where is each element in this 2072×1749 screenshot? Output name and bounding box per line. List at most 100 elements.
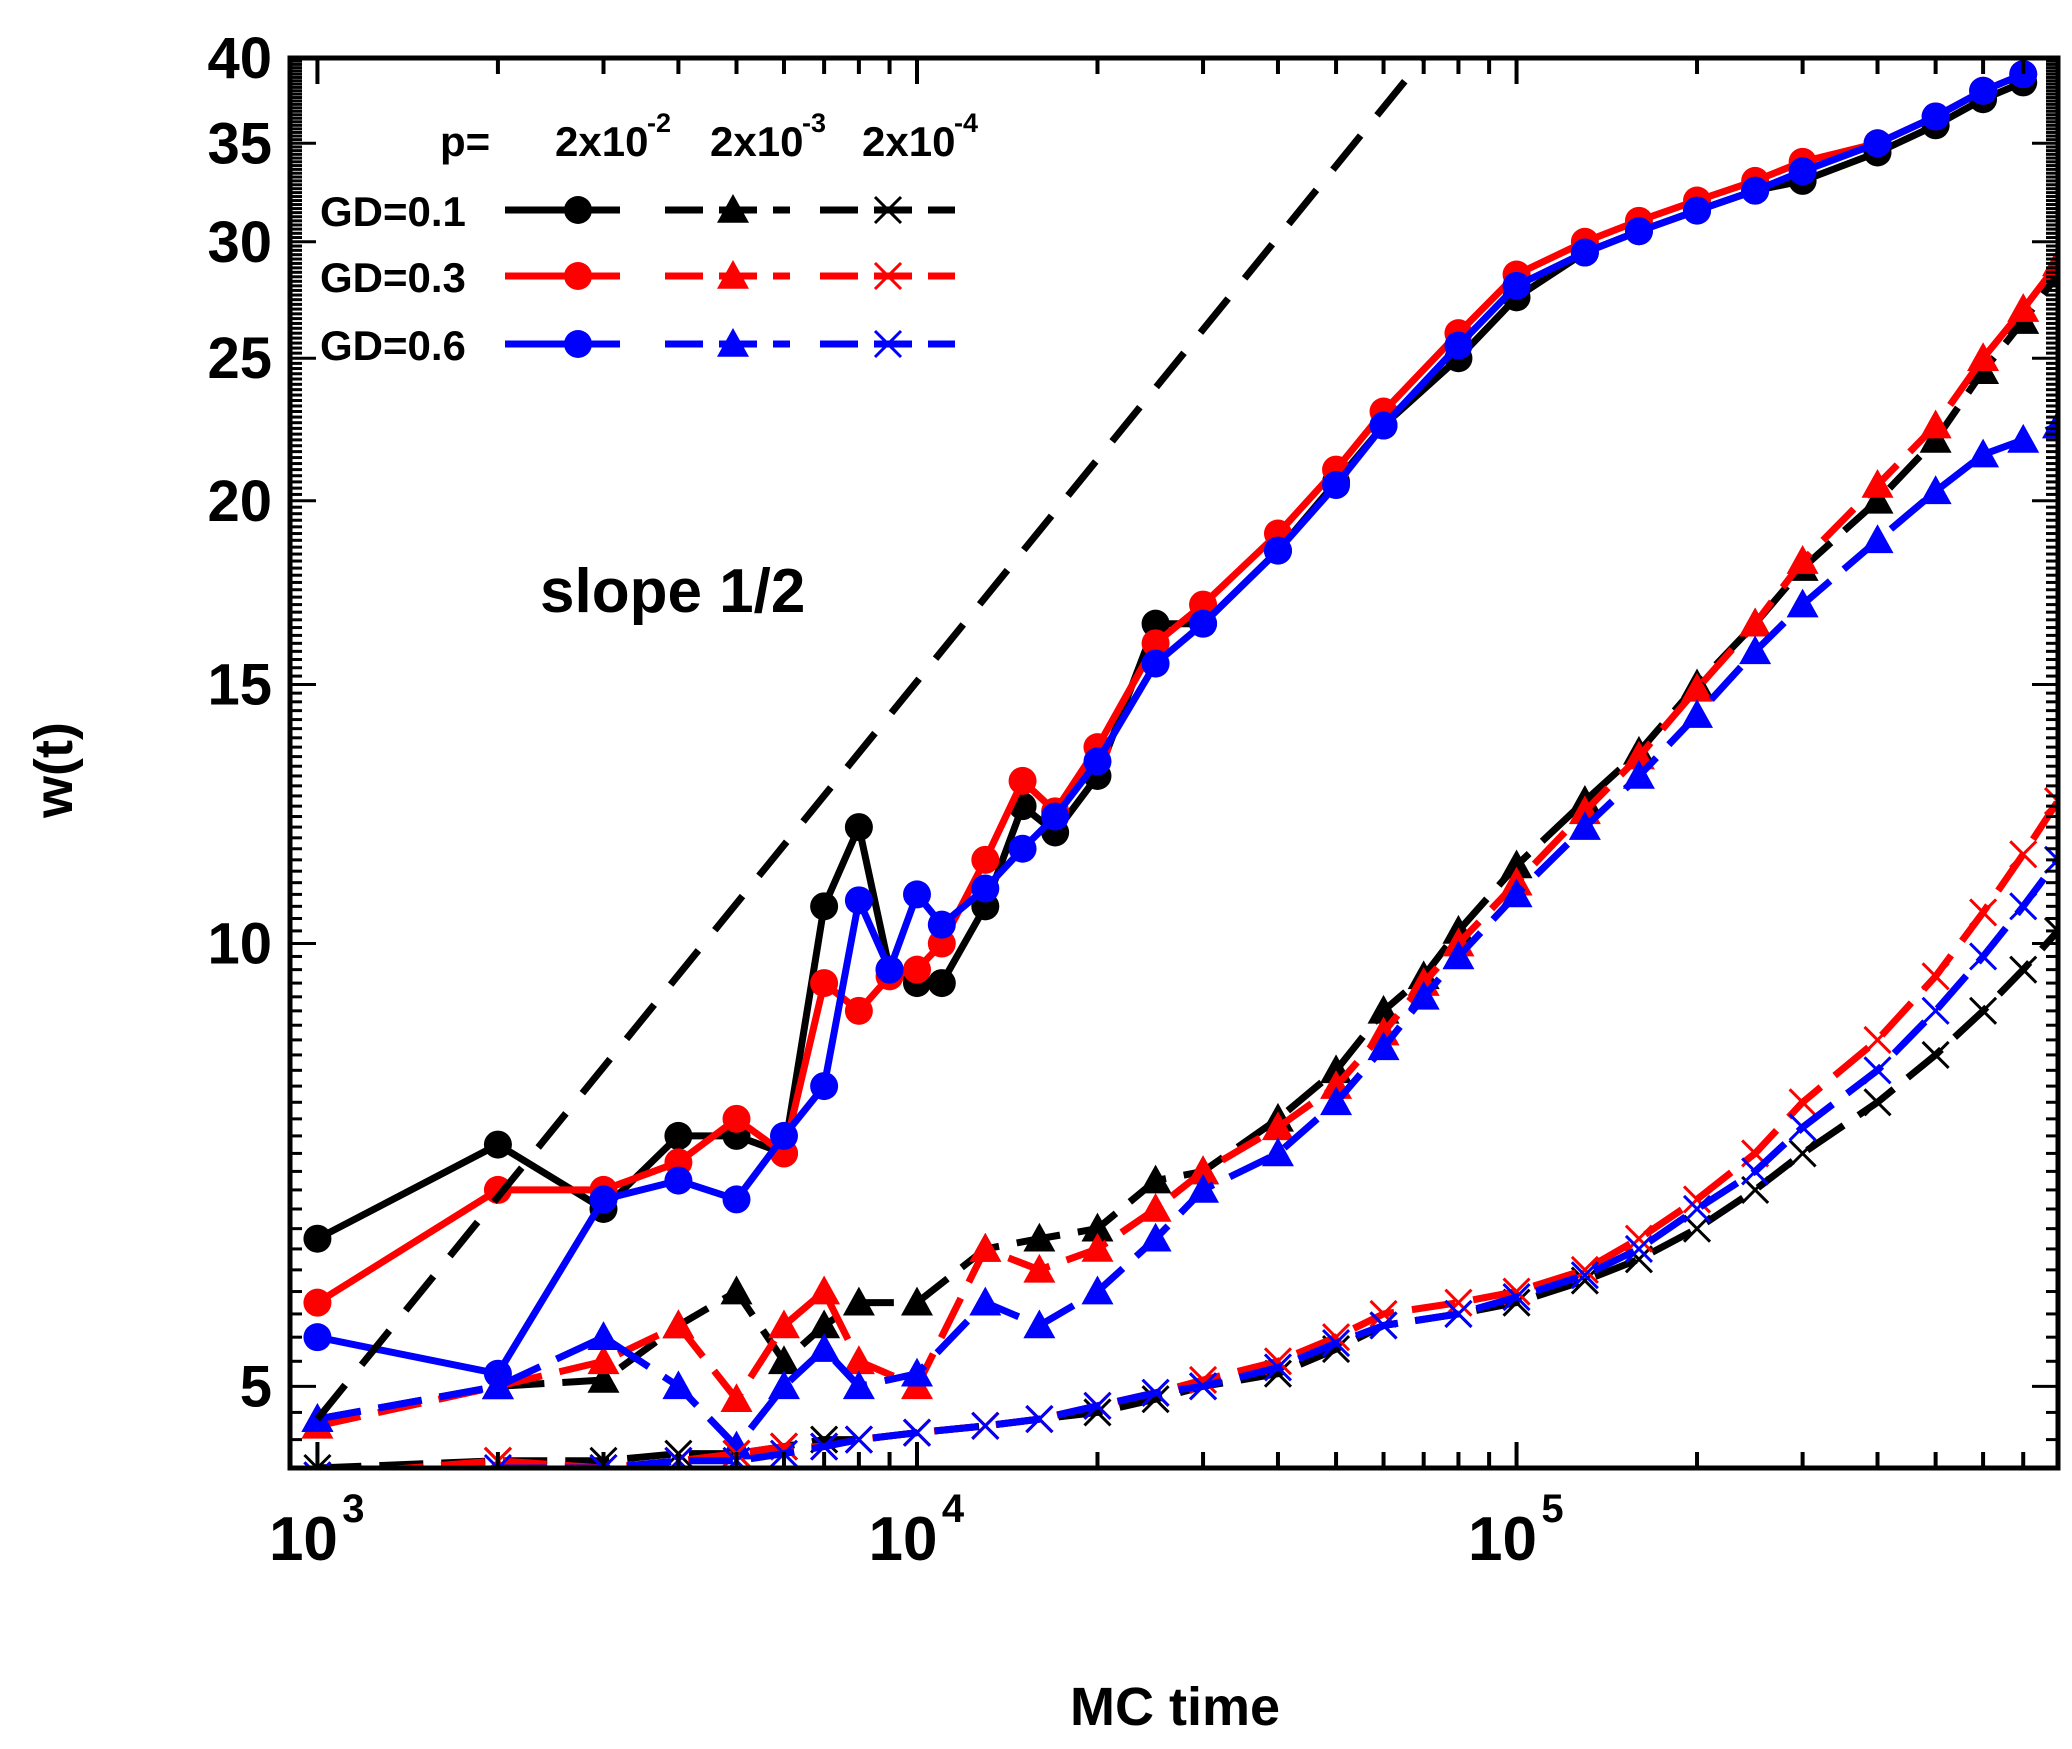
legend-marker-1-0 [564, 262, 592, 290]
data-point-2-2 [589, 1185, 618, 1214]
data-point-2-6 [810, 1072, 839, 1101]
data-point-2-17 [1263, 536, 1292, 565]
legend-marker-2-0 [564, 330, 592, 358]
data-point-5-16 [1367, 1031, 1400, 1061]
data-point-5-22 [1681, 699, 1714, 728]
y-tick-label-1: 10 [207, 912, 272, 977]
data-point-3-19 [1500, 849, 1533, 879]
data-point-5-2 [587, 1321, 620, 1350]
x-tick-label-exp: 4 [942, 1487, 965, 1531]
data-point-7-27 [2009, 840, 2038, 869]
data-point-0-15 [1141, 609, 1170, 638]
slope-reference-line [314, 58, 1427, 1422]
data-point-4-6 [808, 1275, 841, 1305]
x-tick-label-0: 10 3 [269, 1487, 365, 1574]
legend-p-label: p= [440, 118, 490, 165]
data-point-4-23 [1739, 607, 1772, 637]
data-point-2-11 [971, 874, 1000, 903]
data-point-8-15 [1321, 1329, 1351, 1358]
data-point-4-26 [1919, 409, 1952, 439]
series-line-4 [316, 261, 2058, 1430]
data-point-5-7 [842, 1370, 875, 1400]
data-point-5-28 [2007, 423, 2040, 453]
data-point-3-8 [900, 1286, 933, 1316]
data-point-5-23 [1739, 635, 1772, 665]
data-point-8-22 [1741, 1157, 1770, 1186]
legend: p= 2x10-2 2x10-3 2x10-4GD=0.1GD=0.3GD=0.6 [320, 108, 978, 369]
data-point-8-27 [2009, 892, 2038, 921]
data-point-2-27 [1863, 129, 1892, 158]
data-point-6-23 [1788, 1139, 1817, 1168]
data-point-6-11 [1083, 1398, 1112, 1427]
data-point-5-3 [662, 1370, 695, 1400]
data-point-8-17 [1444, 1299, 1473, 1329]
data-point-2-4 [722, 1185, 751, 1214]
data-point-6-25 [1921, 1040, 1950, 1070]
data-point-2-24 [1683, 196, 1712, 225]
series-2 [303, 60, 2038, 1388]
data-point-2-5 [769, 1121, 798, 1150]
data-point-8-26 [1969, 942, 1998, 971]
data-point-3-16 [1367, 994, 1400, 1024]
data-point-2-3 [664, 1166, 693, 1195]
data-point-1-4 [722, 1104, 751, 1133]
y-tick-label-3: 20 [207, 469, 272, 534]
data-point-4-14 [1261, 1111, 1294, 1141]
data-point-0-6 [810, 892, 839, 921]
legend-marker-0-1 [717, 194, 749, 223]
data-point-2-30 [2009, 60, 2038, 89]
x-tick-label-base: 10 [869, 1505, 938, 1574]
legend-marker-0-2 [873, 195, 903, 225]
data-point-0-10 [927, 969, 956, 998]
data-point-4-27 [1967, 342, 2000, 372]
y-tick-label-0: 5 [240, 1354, 272, 1419]
data-point-5-12 [1139, 1222, 1172, 1252]
x-tick-label-1: 10 4 [869, 1487, 965, 1574]
data-point-3-11 [1081, 1212, 1114, 1242]
data-point-0-7 [844, 813, 873, 842]
y-tick-label-7: 40 [207, 26, 272, 91]
legend-p-exp-2: -4 [954, 108, 978, 138]
data-point-7-25 [1921, 962, 1950, 991]
data-point-5-21 [1622, 759, 1655, 789]
data-point-5-15 [1320, 1086, 1353, 1116]
data-point-5-19 [1500, 878, 1533, 908]
data-point-2-18 [1322, 471, 1351, 500]
data-point-4-9 [969, 1232, 1002, 1262]
slope-annotation: slope 1/2 [540, 557, 805, 626]
data-point-1-0 [303, 1288, 332, 1317]
data-point-8-25 [1921, 996, 1950, 1025]
data-point-0-1 [483, 1130, 512, 1159]
legend-row-label-2: GD=0.6 [320, 322, 466, 369]
data-point-6-0 [303, 1453, 332, 1468]
data-point-8-10 [1025, 1405, 1054, 1434]
data-point-4-11 [1081, 1232, 1114, 1262]
data-point-4-25 [1861, 469, 1894, 498]
data-point-2-14 [1083, 747, 1112, 776]
data-point-3-10 [1023, 1222, 1056, 1252]
data-point-5-25 [1861, 524, 1894, 554]
data-point-4-4 [720, 1383, 753, 1413]
legend-p-exp-0: -2 [647, 108, 671, 138]
data-point-8-12 [1141, 1378, 1170, 1407]
data-point-1-7 [844, 996, 873, 1025]
data-point-8-20 [1624, 1234, 1653, 1263]
x-tick-label-exp: 5 [1541, 1487, 1563, 1531]
data-point-2-15 [1141, 649, 1170, 678]
data-point-4-5 [767, 1309, 800, 1339]
data-point-3-4 [720, 1275, 753, 1305]
data-point-2-16 [1189, 609, 1218, 638]
data-point-8-16 [1369, 1311, 1398, 1340]
data-point-2-25 [1741, 176, 1770, 205]
data-point-3-7 [842, 1286, 875, 1316]
data-point-8-18 [1502, 1282, 1531, 1312]
legend-marker-1-1 [717, 260, 749, 289]
data-point-1-11 [971, 845, 1000, 874]
legend-marker-1-2 [873, 261, 903, 291]
data-point-8-7 [844, 1425, 873, 1454]
y-tick-label-2: 15 [207, 653, 272, 718]
x-tick-label-exp: 3 [342, 1487, 364, 1531]
data-point-7-23 [1788, 1088, 1817, 1117]
legend-p-value-1: 2x10 [710, 118, 803, 165]
